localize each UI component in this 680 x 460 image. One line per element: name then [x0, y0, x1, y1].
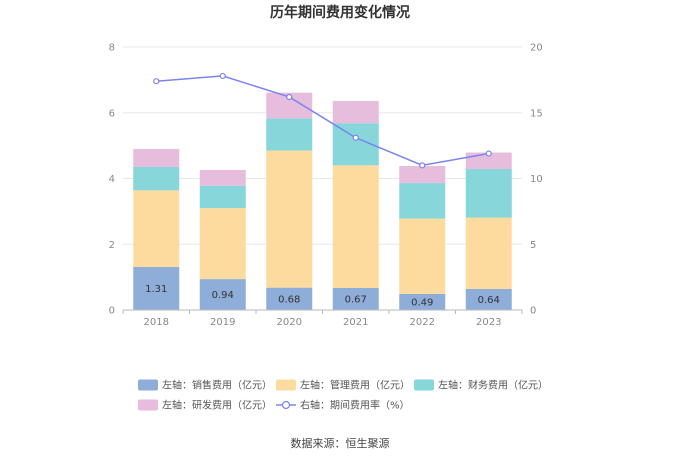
- y-left-tick-label: 4: [109, 174, 115, 185]
- rate-line: [156, 75, 489, 167]
- bar-value-label: 0.94: [212, 290, 234, 301]
- y-right-tick-label: 0: [530, 306, 536, 317]
- rate-point: [153, 78, 160, 85]
- legend-swatch: [414, 379, 434, 391]
- legend-swatch: [276, 379, 296, 391]
- bar-segment: [465, 152, 512, 169]
- bar-segment: [199, 185, 246, 209]
- bar-segment: [266, 118, 313, 151]
- legend-marker: [281, 400, 291, 410]
- legend-label: 左轴：销售费用（亿元）: [162, 379, 272, 392]
- y-left-tick-label: 8: [109, 43, 115, 54]
- bar-value-label: 0.67: [345, 294, 367, 305]
- bar-segment: [133, 190, 180, 267]
- y-left-tick-label: 2: [109, 240, 115, 251]
- x-tick-label: 2022: [410, 317, 435, 328]
- bar-segment: [133, 166, 180, 191]
- bar-value-label: 1.31: [145, 284, 167, 295]
- rate-point: [352, 134, 359, 141]
- y-left-tick-label: 0: [109, 306, 115, 317]
- legend-swatch: [138, 399, 158, 411]
- legend-swatch: [138, 379, 158, 391]
- bar-segment: [332, 287, 379, 310]
- grid: [123, 46, 522, 245]
- y-right-tick-label: 15: [530, 108, 543, 119]
- line-series: [153, 72, 492, 169]
- bar-segment: [399, 166, 446, 184]
- bars: 1.31 0.94 0.68 0.67 0.49 0.64: [133, 92, 512, 310]
- bar-segment: [465, 168, 512, 218]
- bar-segment: [266, 287, 313, 310]
- bar-segment: [199, 169, 246, 186]
- rate-point: [219, 72, 226, 80]
- bar-segment: [199, 279, 246, 310]
- bar-segment: [399, 293, 446, 310]
- bar-segment: [399, 218, 446, 294]
- rate-point: [485, 150, 492, 157]
- legend-label: 左轴：财务费用（亿元）: [438, 379, 548, 392]
- bar-value-label: 0.64: [478, 295, 500, 306]
- bar-segment: [133, 148, 180, 167]
- rate-point: [286, 93, 293, 101]
- legend-label: 左轴：管理费用（亿元）: [300, 379, 410, 392]
- bar-value-label: 0.49: [411, 297, 433, 308]
- axes: 0 2 4 6 8 0 5 10 15 20 2018 2019 2020 2021 2022 2023: [109, 43, 543, 329]
- y-right-tick-label: 20: [530, 43, 543, 54]
- y-right-tick-label: 5: [530, 240, 536, 251]
- x-tick-label: 2019: [210, 317, 235, 328]
- rate-point: [419, 162, 426, 169]
- x-tick-label: 2021: [343, 317, 368, 328]
- bar-segment: [266, 150, 313, 288]
- bar-segment: [332, 100, 379, 124]
- x-tick-label: 2018: [144, 317, 169, 328]
- bar-segment: [332, 165, 379, 288]
- legend-label: 右轴：期间费用率（%）: [300, 399, 410, 412]
- chart-title: 历年期间费用变化情况: [270, 4, 410, 21]
- legend-label: 左轴：研发费用（亿元）: [162, 399, 272, 412]
- bar-segment: [465, 288, 512, 310]
- bar-segment: [465, 217, 512, 289]
- bar-segment: [399, 183, 446, 219]
- legend: 左轴：销售费用（亿元） 左轴：管理费用（亿元） 左轴：财务费用（亿元） 左轴：研发费用…: [138, 379, 548, 412]
- x-tick-label: 2020: [277, 317, 302, 328]
- y-left-tick-label: 6: [109, 108, 115, 119]
- bar-segment: [199, 208, 246, 280]
- x-tick-label: 2023: [476, 317, 501, 328]
- y-right-tick-label: 10: [530, 174, 543, 185]
- bar-value-label: 0.68: [278, 294, 300, 305]
- data-source: 数据来源：恒生聚源: [291, 436, 390, 450]
- bar-segment: [133, 266, 180, 310]
